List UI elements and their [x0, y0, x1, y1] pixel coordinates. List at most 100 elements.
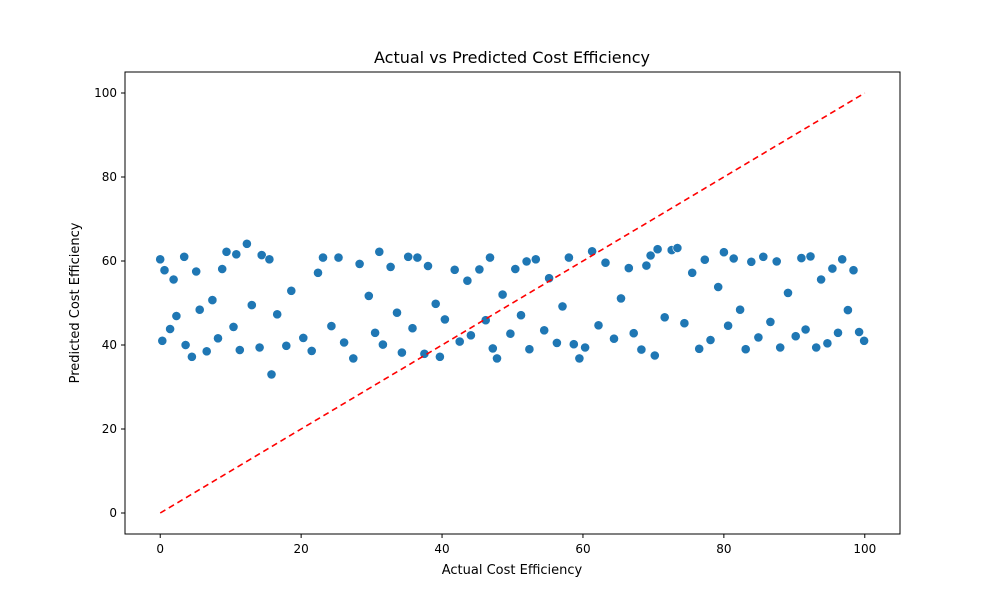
data-point [753, 332, 764, 343]
data-point [593, 320, 604, 331]
data-point [180, 340, 191, 350]
data-point [246, 300, 257, 310]
data-point [510, 264, 521, 274]
y-tick-label: 20 [102, 422, 117, 436]
x-tick-label: 20 [293, 542, 308, 556]
data-point [771, 256, 782, 267]
data-point [735, 304, 745, 315]
data-point [645, 250, 656, 261]
data-point [474, 264, 485, 275]
data-points [155, 238, 869, 380]
x-tick-label: 0 [156, 542, 164, 556]
data-point [241, 238, 252, 249]
chart-title: Actual vs Predicted Cost Efficiency [374, 48, 650, 67]
data-point [465, 330, 476, 341]
data-point [587, 246, 597, 257]
data-point [609, 333, 619, 344]
data-point [281, 340, 292, 351]
data-point [623, 263, 634, 273]
data-point [449, 264, 460, 275]
data-point [298, 332, 309, 343]
data-point [497, 289, 508, 300]
data-point [805, 251, 816, 262]
data-point [171, 311, 182, 321]
data-point [521, 256, 532, 267]
data-point [194, 304, 205, 315]
data-point [217, 264, 228, 274]
data-point [848, 265, 859, 276]
data-point [641, 260, 652, 271]
x-axis: 0 20 40 60 80 100 [156, 534, 876, 556]
data-point [370, 327, 380, 338]
data-point [843, 305, 853, 315]
data-point [462, 275, 473, 286]
data-point [306, 345, 317, 356]
data-point [186, 351, 197, 362]
x-axis-label: Actual Cost Efficiency [442, 563, 583, 578]
data-point [403, 251, 414, 262]
data-point [557, 301, 568, 312]
data-point [574, 353, 585, 364]
data-point [672, 243, 683, 253]
data-point [254, 342, 265, 353]
data-point [313, 267, 323, 278]
y-tick-label: 60 [102, 254, 117, 268]
data-point [679, 318, 690, 329]
data-point [165, 324, 175, 334]
data-point [377, 339, 388, 350]
data-point [837, 254, 848, 265]
data-point [628, 328, 639, 339]
data-point [207, 295, 218, 305]
data-point [264, 254, 275, 265]
data-point [155, 254, 166, 265]
data-point [790, 331, 801, 342]
data-point [854, 327, 864, 337]
data-point [713, 282, 724, 292]
data-point [568, 339, 579, 350]
data-point [783, 287, 793, 298]
data-point [816, 274, 826, 285]
data-point [728, 253, 739, 264]
data-point [580, 342, 590, 353]
data-point [339, 337, 349, 348]
data-point [636, 344, 647, 355]
x-tick-label: 60 [575, 542, 590, 556]
data-point [392, 307, 402, 318]
data-point [228, 321, 239, 332]
data-point [719, 247, 729, 258]
y-tick-label: 80 [102, 170, 117, 184]
data-point [256, 250, 267, 260]
x-tick-label: 80 [716, 542, 731, 556]
data-point [746, 256, 757, 267]
data-point [800, 324, 811, 335]
x-tick-label: 40 [434, 542, 449, 556]
data-point [234, 345, 245, 355]
data-point [326, 321, 337, 331]
data-point [430, 298, 441, 309]
data-point [487, 343, 498, 354]
reference-line [159, 92, 866, 514]
data-point [505, 328, 516, 339]
data-point [318, 252, 328, 263]
data-point [723, 320, 733, 331]
data-point [333, 252, 344, 263]
data-point [412, 252, 423, 263]
data-point [516, 310, 526, 321]
data-point [833, 327, 843, 338]
data-point [539, 325, 550, 336]
data-point [434, 351, 445, 362]
data-point [231, 249, 242, 260]
data-point [168, 274, 179, 285]
data-point [221, 246, 232, 257]
data-point [423, 261, 433, 271]
data-point [775, 342, 786, 353]
data-point [354, 258, 365, 269]
y-axis-label: Predicted Cost Efficiency [68, 222, 83, 383]
y-tick-label: 40 [102, 338, 117, 352]
data-point [191, 266, 202, 277]
plot-frame [124, 71, 901, 535]
data-point [564, 252, 574, 263]
data-point [439, 314, 450, 325]
data-point [740, 344, 751, 355]
